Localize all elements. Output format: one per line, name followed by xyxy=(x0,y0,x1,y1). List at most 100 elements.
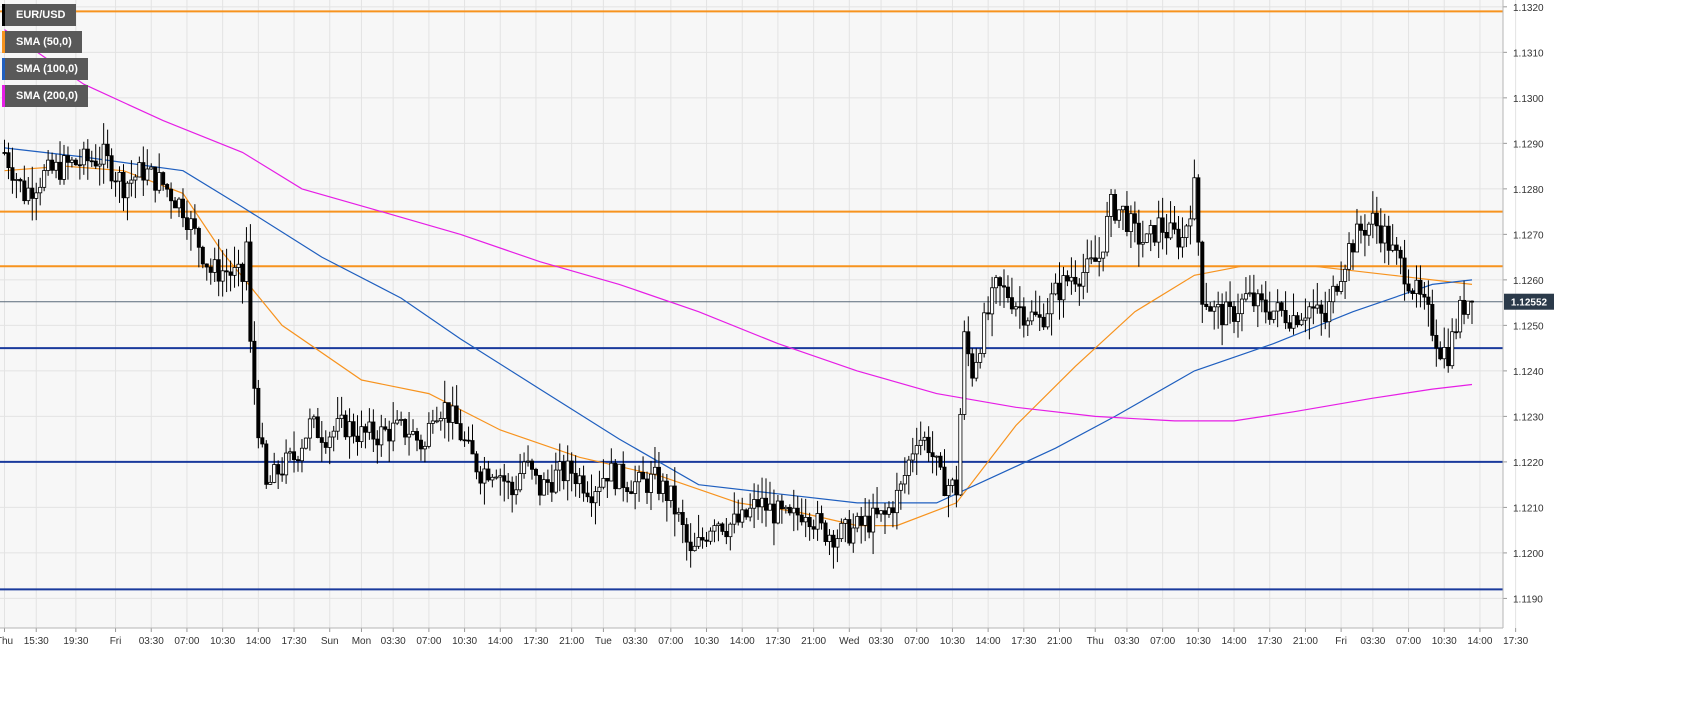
candle-body xyxy=(1351,243,1356,253)
candle-body xyxy=(105,143,110,157)
candle-body xyxy=(1362,229,1367,236)
candle-body xyxy=(1295,315,1300,326)
candle-body xyxy=(565,460,570,482)
candle-body xyxy=(1446,347,1451,367)
candle-body xyxy=(724,530,729,538)
candle-body xyxy=(58,161,63,180)
candle-body xyxy=(664,480,669,501)
candle-body xyxy=(950,479,955,486)
candle-body xyxy=(1057,282,1062,301)
x-tick-label: 03:30 xyxy=(869,636,894,647)
candle-body xyxy=(1085,258,1090,273)
x-tick-label: 17:30 xyxy=(1503,636,1528,647)
candle-body xyxy=(50,159,55,171)
candle-body xyxy=(1117,209,1122,221)
candle-body xyxy=(1128,213,1133,232)
x-tick-label: 07:00 xyxy=(416,636,441,647)
candle-body xyxy=(422,445,427,450)
candle-body xyxy=(767,503,772,511)
candle-body xyxy=(1323,312,1328,323)
legend-item-sma50[interactable]: SMA (50,0) xyxy=(2,31,82,53)
candle-body xyxy=(656,466,661,494)
x-tick-label: 14:00 xyxy=(730,636,755,647)
candle-body xyxy=(918,439,923,446)
legend-item-sma200[interactable]: SMA (200,0) xyxy=(2,85,88,107)
y-tick-label: 1.1260 xyxy=(1513,276,1544,287)
candle-body xyxy=(256,387,261,439)
candle-body xyxy=(165,184,170,190)
candle-body xyxy=(637,471,642,483)
candle-body xyxy=(109,155,114,182)
candle-body xyxy=(1319,304,1324,314)
candle-body xyxy=(708,530,713,542)
candle-body xyxy=(875,507,880,515)
candle-body xyxy=(522,461,527,474)
candle-body xyxy=(890,507,895,514)
candle-body xyxy=(764,497,769,511)
candle-body xyxy=(561,461,566,482)
candle-body xyxy=(1386,225,1391,251)
x-tick-label: 21:00 xyxy=(801,636,826,647)
candle-body xyxy=(196,228,201,248)
x-tick-label: 10:30 xyxy=(1186,636,1211,647)
candle-body xyxy=(1025,320,1030,326)
candle-body xyxy=(660,480,665,494)
candle-body xyxy=(502,475,507,482)
candle-body xyxy=(363,426,368,433)
candle-body xyxy=(680,512,685,525)
candle-body xyxy=(974,361,979,379)
x-tick-label: Wed xyxy=(839,636,859,647)
x-tick-label: 03:30 xyxy=(623,636,648,647)
candle-body xyxy=(1414,279,1419,294)
candle-body xyxy=(1077,283,1082,287)
candle-body xyxy=(38,186,43,194)
sma-line xyxy=(4,29,1473,422)
candle-body xyxy=(613,462,618,490)
candle-body xyxy=(886,507,891,515)
candle-body xyxy=(958,414,963,496)
candle-body xyxy=(1009,297,1014,310)
candle-body xyxy=(795,507,800,516)
candle-body xyxy=(1251,292,1256,307)
candle-body xyxy=(807,517,812,528)
candle-body xyxy=(141,162,146,181)
candle-body xyxy=(145,168,150,181)
candle-body xyxy=(954,479,959,496)
candle-body xyxy=(319,437,324,443)
candle-body xyxy=(1148,225,1153,235)
candle-body xyxy=(228,271,233,276)
candle-body xyxy=(506,480,511,483)
candle-body xyxy=(593,491,598,504)
candle-body xyxy=(42,170,47,188)
x-tick-label: 10:30 xyxy=(1432,636,1457,647)
legend-item-sma100[interactable]: SMA (100,0) xyxy=(2,58,88,80)
x-tick-label: 10:30 xyxy=(210,636,235,647)
candle-body xyxy=(589,496,594,504)
candle-body xyxy=(161,172,166,185)
x-tick-label: Mon xyxy=(352,636,371,647)
candle-body xyxy=(220,270,225,282)
candle-body xyxy=(292,451,297,461)
candle-body xyxy=(264,443,269,485)
candle-body xyxy=(779,500,784,510)
candle-body xyxy=(1232,306,1237,322)
x-tick-label: 21:00 xyxy=(1293,636,1318,647)
x-tick-label: Tue xyxy=(595,636,612,647)
candle-body xyxy=(859,515,864,526)
candle-body xyxy=(327,436,332,448)
candle-body xyxy=(581,475,586,494)
candle-body xyxy=(411,431,416,435)
candle-body xyxy=(1263,299,1268,313)
candle-body xyxy=(1390,244,1395,251)
candle-body xyxy=(177,198,182,209)
x-tick-label: 14:00 xyxy=(976,636,1001,647)
candle-body xyxy=(530,460,535,470)
legend-item-price[interactable]: EUR/USD xyxy=(2,4,76,26)
candle-body xyxy=(438,418,443,422)
candle-body xyxy=(280,473,285,476)
y-tick-label: 1.1230 xyxy=(1513,412,1544,423)
candle-body xyxy=(1239,298,1244,315)
x-tick-label: 07:00 xyxy=(174,636,199,647)
candle-body xyxy=(188,218,193,230)
